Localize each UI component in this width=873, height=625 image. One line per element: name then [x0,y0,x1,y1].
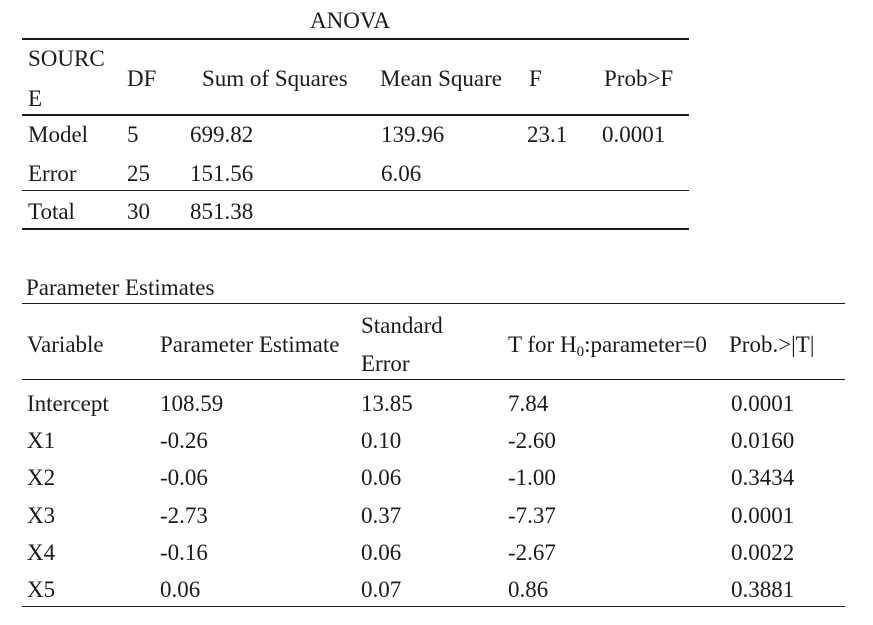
anova-cell-ss: 851.38 [190,199,254,224]
anova-cell-f: 23.1 [527,122,568,147]
params-cell-t: -2.60 [508,428,556,453]
params-cell-se: 0.10 [361,428,402,453]
anova-cell-ss: 699.82 [190,122,254,147]
params-cell-prob: 0.0001 [731,503,795,528]
anova-cell-df: 25 [127,161,150,186]
params-header-prob: Prob.>|T| [729,332,815,357]
anova-title: ANOVA [310,8,391,33]
params-cell-prob: 0.3434 [731,465,795,490]
params-cell-t: -7.37 [508,503,556,528]
params-cell-variable: X1 [27,428,56,453]
params-header-se-2: Error [361,351,410,376]
params-cell-variable: X3 [27,503,56,528]
params-header-t: T for H0:parameter=0 [508,332,707,360]
params-header-estimate: Parameter Estimate [160,332,340,357]
params-cell-prob: 0.0001 [731,391,795,416]
params-cell-prob: 0.0022 [731,540,795,565]
params-cell-estimate: 0.06 [160,577,201,602]
params-cell-estimate: -0.16 [160,540,208,565]
params-cell-variable: Intercept [27,391,109,416]
params-cell-se: 0.37 [361,503,402,528]
anova-cell-ms: 6.06 [381,161,422,186]
anova-cell-source: Model [28,122,89,147]
params-title: Parameter Estimates [26,275,215,300]
anova-header-df: DF [127,66,157,91]
params-cell-t: 0.86 [508,577,549,602]
params-cell-se: 0.06 [361,540,402,565]
anova-header-ms: Mean Square [380,66,502,91]
params-cell-variable: X5 [27,577,56,602]
anova-cell-df: 30 [127,199,150,224]
params-bottom-rule [22,606,845,607]
params-cell-prob: 0.3881 [731,577,795,602]
anova-cell-df: 5 [127,122,139,147]
anova-top-rule [22,38,689,40]
params-cell-estimate: 108.59 [160,391,224,416]
anova-cell-prob: 0.0001 [602,122,666,147]
anova-header-source-2: E [28,86,43,111]
params-header-se-1: Standard [361,313,443,338]
anova-bottom-rule [22,228,689,230]
anova-cell-ss: 151.56 [190,161,254,186]
params-cell-variable: X2 [27,465,56,490]
params-header-rule [22,379,845,380]
params-cell-se: 13.85 [361,391,413,416]
anova-header-ss: Sum of Squares [202,66,348,91]
anova-cell-source: Total [28,199,75,224]
anova-header-rule [22,114,689,116]
params-cell-t: -1.00 [508,465,556,490]
params-cell-t: 7.84 [508,391,549,416]
params-cell-se: 0.06 [361,465,402,490]
params-header-variable: Variable [27,332,104,357]
params-cell-prob: 0.0160 [731,428,795,453]
anova-header-source-1: SOURC [28,46,105,71]
params-cell-estimate: -0.06 [160,465,208,490]
params-cell-se: 0.07 [361,577,402,602]
params-cell-t: -2.67 [508,540,556,565]
params-cell-estimate: -0.26 [160,428,208,453]
anova-cell-ms: 139.96 [381,122,445,147]
params-cell-variable: X4 [27,540,56,565]
params-top-rule [22,303,845,304]
anova-total-rule [22,190,689,191]
anova-cell-source: Error [28,161,77,186]
anova-header-prob: Prob>F [604,66,674,91]
anova-header-f: F [529,66,542,91]
params-cell-estimate: -2.73 [160,503,208,528]
